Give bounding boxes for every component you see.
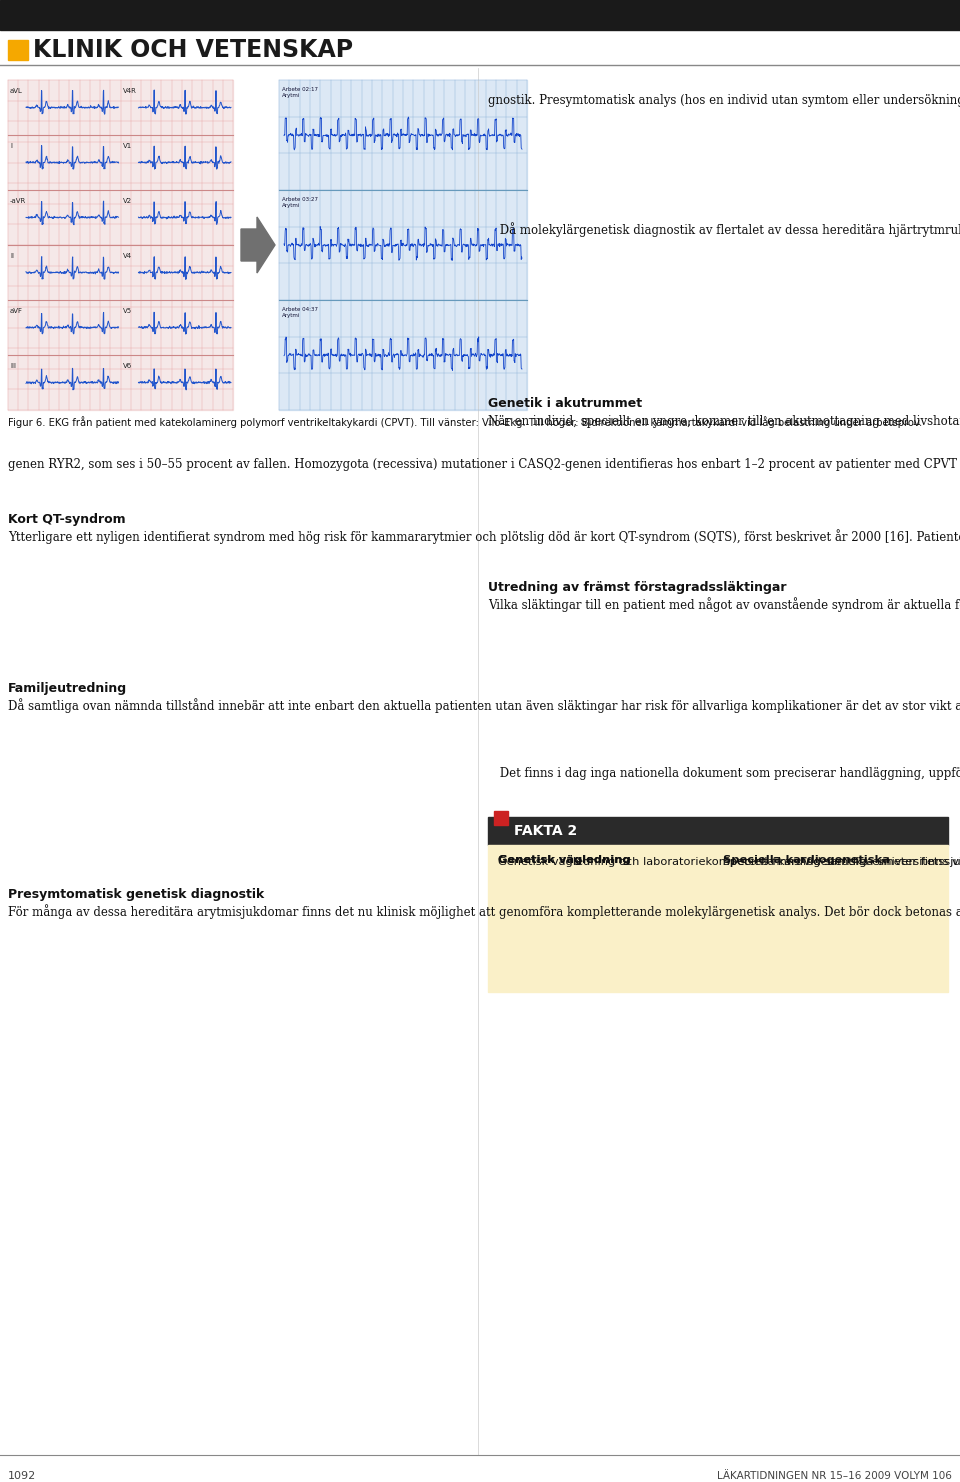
Bar: [488, 817, 948, 845]
Text: LÄKARTIDNINGEN NR 15–16 2009 VOLYM 106: LÄKARTIDNINGEN NR 15–16 2009 VOLYM 106: [717, 1472, 952, 1481]
Text: gnostik. Presymtomatisk analys (hos en individ utan symtom eller undersökningsmä: gnostik. Presymtomatisk analys (hos en i…: [488, 92, 960, 107]
Text: Genetisk vägledning: Genetisk vägledning: [498, 855, 631, 865]
Text: V4R: V4R: [123, 87, 136, 93]
Text: V2: V2: [123, 199, 132, 205]
Text: Arbete 04:37: Arbete 04:37: [282, 307, 318, 313]
Text: När en individ, speciellt en yngre, kommer till en akutmottagning med livshotand: När en individ, speciellt en yngre, komm…: [488, 413, 960, 428]
Text: V1: V1: [123, 142, 132, 150]
Text: Då molekylärgenetisk diagnostik av flertalet av dessa hereditära hjärtrytmrubbni: Då molekylärgenetisk diagnostik av flert…: [488, 222, 960, 237]
Text: V5: V5: [123, 308, 132, 314]
Text: -aVR: -aVR: [10, 199, 26, 205]
Text: Då samtliga ovan nämnda tillstånd innebär att inte enbart den aktuella patienten: Då samtliga ovan nämnda tillstånd innebä…: [8, 698, 960, 713]
Text: Genetisk vägledning: Genetisk vägledning: [498, 855, 631, 865]
Text: Presymtomatisk genetisk diagnostik: Presymtomatisk genetisk diagnostik: [8, 888, 264, 901]
Bar: [488, 845, 948, 991]
Text: Det finns i dag inga nationella dokument som preciserar handläggning, uppföljnin: Det finns i dag inga nationella dokument…: [488, 768, 960, 780]
Bar: [494, 811, 508, 825]
Text: Arytmi: Arytmi: [282, 93, 300, 98]
Text: aVL: aVL: [10, 87, 23, 93]
Text: Speciella kardiogenetiska: Speciella kardiogenetiska: [723, 855, 890, 865]
Bar: [8, 40, 28, 59]
Text: Arbete 03:27: Arbete 03:27: [282, 197, 318, 202]
Text: Ytterligare ett nyligen identifierat syndrom med hög risk för kammararytmier och: Ytterligare ett nyligen identifierat syn…: [8, 529, 960, 544]
Bar: [0, 0, 960, 30]
Text: Arbete 02:17: Arbete 02:17: [282, 87, 318, 92]
Text: Figur 6. EKG från patient med katekolaminerg polymorf ventrikeltakykardi (CPVT).: Figur 6. EKG från patient med katekolami…: [8, 416, 923, 428]
Text: aVF: aVF: [10, 308, 23, 314]
Text: För många av dessa hereditära arytmisjukdomar finns det nu klinisk möjlighet att: För många av dessa hereditära arytmisjuk…: [8, 904, 960, 919]
Polygon shape: [241, 216, 275, 273]
Text: KLINIK OCH VETENSKAP: KLINIK OCH VETENSKAP: [33, 39, 353, 62]
Text: 1092: 1092: [8, 1472, 36, 1481]
Text: Genetisk vägledning och laboratoriekompetens finns vid samtliga universitetssjuk: Genetisk vägledning och laboratoriekompe…: [498, 855, 960, 867]
Text: Utredning av främst förstagradssläktingar: Utredning av främst förstagradssläktinga…: [488, 581, 786, 594]
Text: Arytmi: Arytmi: [282, 203, 300, 207]
Text: V6: V6: [123, 363, 132, 369]
Text: Arytmi: Arytmi: [282, 313, 300, 319]
Text: Genetisk vägledning och laboratoriekompetens finns vid samtliga universitetssjuk: Genetisk vägledning och laboratoriekompe…: [498, 855, 960, 867]
Text: I: I: [10, 142, 12, 150]
Text: Vilka släktingar till en patient med något av ovanstående syndrom är aktuella fö: Vilka släktingar till en patient med någ…: [488, 597, 960, 612]
Text: Familjeutredning: Familjeutredning: [8, 682, 127, 695]
Text: III: III: [10, 363, 16, 369]
Text: II: II: [10, 253, 14, 259]
Text: V4: V4: [123, 253, 132, 259]
Bar: [279, 80, 527, 411]
Text: Speciella kardiogenetiska enheter finns vid klinikerna i Umeå och Lund.: Speciella kardiogenetiska enheter finns …: [723, 855, 960, 867]
Text: genen RYR2, som ses i 50–55 procent av fallen. Homozygota (recessiva) mutationer: genen RYR2, som ses i 50–55 procent av f…: [8, 458, 960, 471]
Text: FAKTA 2: FAKTA 2: [514, 824, 577, 837]
Text: Genetik i akutrummet: Genetik i akutrummet: [488, 397, 642, 411]
Text: Kort QT-syndrom: Kort QT-syndrom: [8, 513, 126, 526]
Bar: [8, 80, 233, 411]
